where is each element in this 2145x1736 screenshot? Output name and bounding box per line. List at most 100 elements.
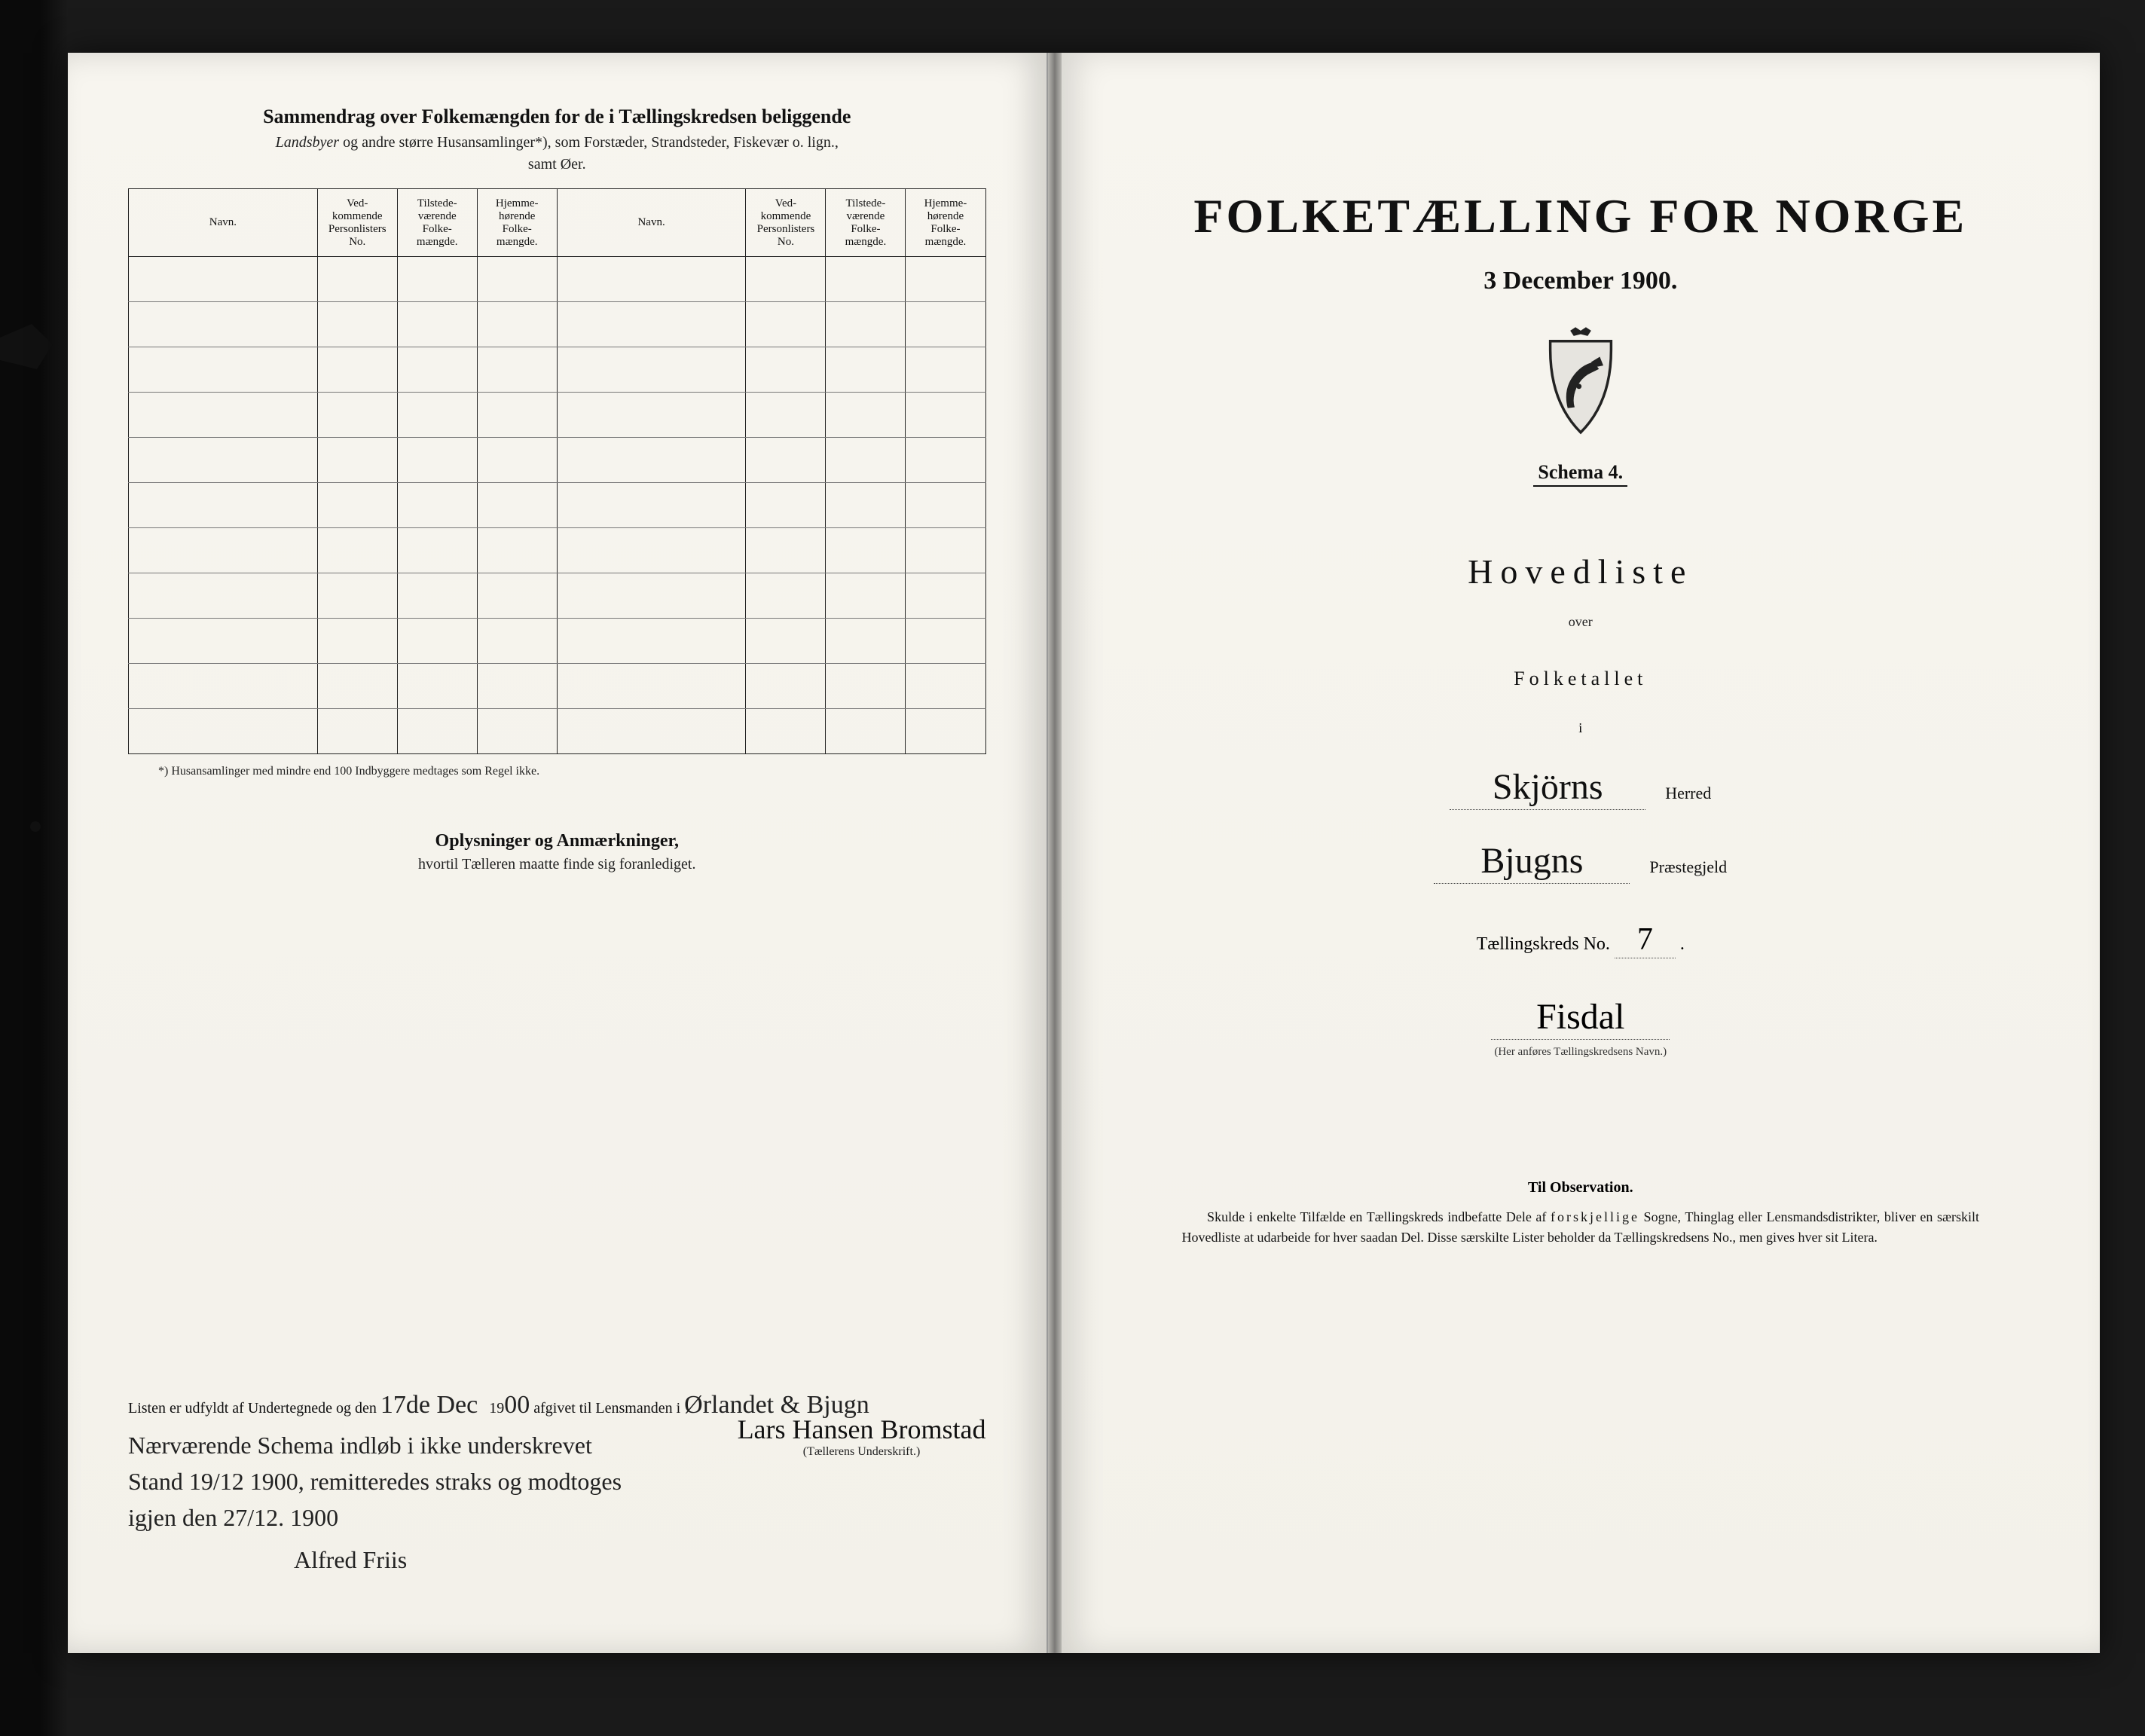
- table-row: [129, 573, 986, 619]
- table-row: [129, 664, 986, 709]
- table-cell: [477, 528, 557, 573]
- enumerator-name-handwritten: Lars Hansen Bromstad: [738, 1414, 986, 1445]
- remarks-section: Oplysninger og Anmærkninger, hvortil Tæl…: [128, 831, 986, 873]
- th-vedk-2: Ved- kommende Personlisters No.: [746, 189, 826, 257]
- th-navn-1: Navn.: [129, 189, 318, 257]
- table-cell: [826, 393, 906, 438]
- th-hjemme-2: Hjemme- hørende Folke- mængde.: [906, 189, 985, 257]
- table-cell: [746, 438, 826, 483]
- table-cell: [317, 664, 397, 709]
- table-cell: [317, 483, 397, 528]
- speck: [30, 821, 41, 832]
- signature-block: Listen er udfyldt af Undertegnede og den…: [128, 1391, 986, 1578]
- praestegjeld-line: Bjugns Præstegjeld: [1152, 840, 2010, 884]
- book-spine: [1048, 53, 1062, 1653]
- table-cell: [129, 573, 318, 619]
- subtitle-italic: Landsbyer: [276, 134, 339, 151]
- remarks-title: Oplysninger og Anmærkninger,: [128, 831, 986, 851]
- schema-label: Schema 4.: [1152, 461, 2010, 484]
- praestegjeld-handwritten: Bjugns: [1434, 840, 1630, 884]
- table-cell: [746, 619, 826, 664]
- table-cell: [129, 664, 318, 709]
- table-body: [129, 257, 986, 754]
- table-cell: [557, 709, 746, 754]
- kreds-number-handwritten: 7: [1615, 921, 1676, 958]
- table-cell: [397, 573, 477, 619]
- table-cell: [397, 483, 477, 528]
- table-cell: [477, 393, 557, 438]
- table-cell: [129, 302, 318, 347]
- herred-handwritten: Skjörns: [1450, 766, 1645, 810]
- table-cell: [746, 528, 826, 573]
- table-cell: [317, 393, 397, 438]
- subtitle-rest: og andre større Husansamlinger*), som Fo…: [339, 134, 839, 151]
- table-cell: [746, 257, 826, 302]
- table-cell: [397, 347, 477, 393]
- table-cell: [397, 393, 477, 438]
- table-cell: [129, 438, 318, 483]
- census-title: FOLKETÆLLING FOR NORGE: [1152, 188, 2010, 244]
- table-cell: [317, 347, 397, 393]
- table-cell: [906, 619, 985, 664]
- table-cell: [129, 619, 318, 664]
- table-cell: [746, 664, 826, 709]
- herred-line: Skjörns Herred: [1152, 766, 2010, 810]
- sig-date-handwritten: 17de Dec: [380, 1391, 478, 1419]
- table-cell: [397, 257, 477, 302]
- table-cell: [746, 302, 826, 347]
- table-cell: [317, 709, 397, 754]
- table-cell: [906, 393, 985, 438]
- census-date: 3 December 1900.: [1152, 267, 2010, 295]
- herred-label: Herred: [1665, 784, 1711, 802]
- table-cell: [317, 619, 397, 664]
- remarks-subtitle: hvortil Tælleren maatte finde sig foranl…: [128, 856, 986, 873]
- enumerator-label: (Tællerens Underskrift.): [738, 1445, 986, 1459]
- table-cell: [129, 347, 318, 393]
- table-row: [129, 438, 986, 483]
- table-header-row: Navn. Ved- kommende Personlisters No. Ti…: [129, 189, 986, 257]
- table-footnote: *) Husansamlinger med mindre end 100 Ind…: [158, 765, 986, 778]
- table-row: [129, 347, 986, 393]
- th-tilstede-2: Tilstede- værende Folke- mængde.: [826, 189, 906, 257]
- table-cell: [557, 573, 746, 619]
- sig-year-handwritten: 00: [504, 1391, 530, 1419]
- table-cell: [557, 619, 746, 664]
- table-cell: [477, 347, 557, 393]
- table-cell: [557, 347, 746, 393]
- schema-text: Schema 4.: [1533, 461, 1627, 487]
- th-tilstede-1: Tilstede- værende Folke- mængde.: [397, 189, 477, 257]
- praestegjeld-label: Præstegjeld: [1649, 857, 1727, 876]
- table-cell: [826, 619, 906, 664]
- table-cell: [557, 393, 746, 438]
- i-label: i: [1152, 720, 2010, 736]
- table-cell: [129, 483, 318, 528]
- table-cell: [557, 438, 746, 483]
- table-cell: [826, 664, 906, 709]
- table-cell: [397, 528, 477, 573]
- table-row: [129, 709, 986, 754]
- table-cell: [129, 528, 318, 573]
- table-cell: [317, 573, 397, 619]
- kreds-caption: (Her anføres Tællingskredsens Navn.): [1152, 1046, 2010, 1059]
- table-cell: [826, 302, 906, 347]
- table-row: [129, 302, 986, 347]
- table-cell: [129, 393, 318, 438]
- over-label: over: [1152, 614, 2010, 630]
- table-cell: [746, 393, 826, 438]
- sig-year-prefix: 19: [489, 1400, 504, 1417]
- th-navn-2: Navn.: [557, 189, 746, 257]
- table-cell: [129, 257, 318, 302]
- table-cell: [826, 347, 906, 393]
- sig-prefix: Listen er udfyldt af Undertegnede og den: [128, 1400, 377, 1417]
- enumerator-signature: Lars Hansen Bromstad (Tællerens Underskr…: [738, 1414, 986, 1459]
- left-page-subtitle: Landsbyer og andre større Husansamlinger…: [128, 134, 986, 151]
- table-cell: [746, 347, 826, 393]
- table-cell: [477, 619, 557, 664]
- left-page: Sammendrag over Folkemængden for de i Tæ…: [68, 53, 1048, 1653]
- table-row: [129, 483, 986, 528]
- table-cell: [906, 347, 985, 393]
- right-page: FOLKETÆLLING FOR NORGE 3 December 1900. …: [1062, 53, 2101, 1653]
- table-cell: [557, 483, 746, 528]
- table-cell: [826, 709, 906, 754]
- kreds-prefix: Tællingskreds No.: [1477, 934, 1610, 954]
